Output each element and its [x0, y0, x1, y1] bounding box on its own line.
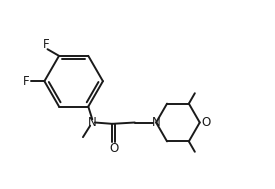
Text: O: O	[109, 142, 119, 155]
Text: F: F	[43, 38, 50, 51]
Text: N: N	[152, 116, 161, 129]
Text: N: N	[88, 116, 97, 129]
Text: O: O	[201, 116, 210, 129]
Text: F: F	[23, 75, 30, 88]
